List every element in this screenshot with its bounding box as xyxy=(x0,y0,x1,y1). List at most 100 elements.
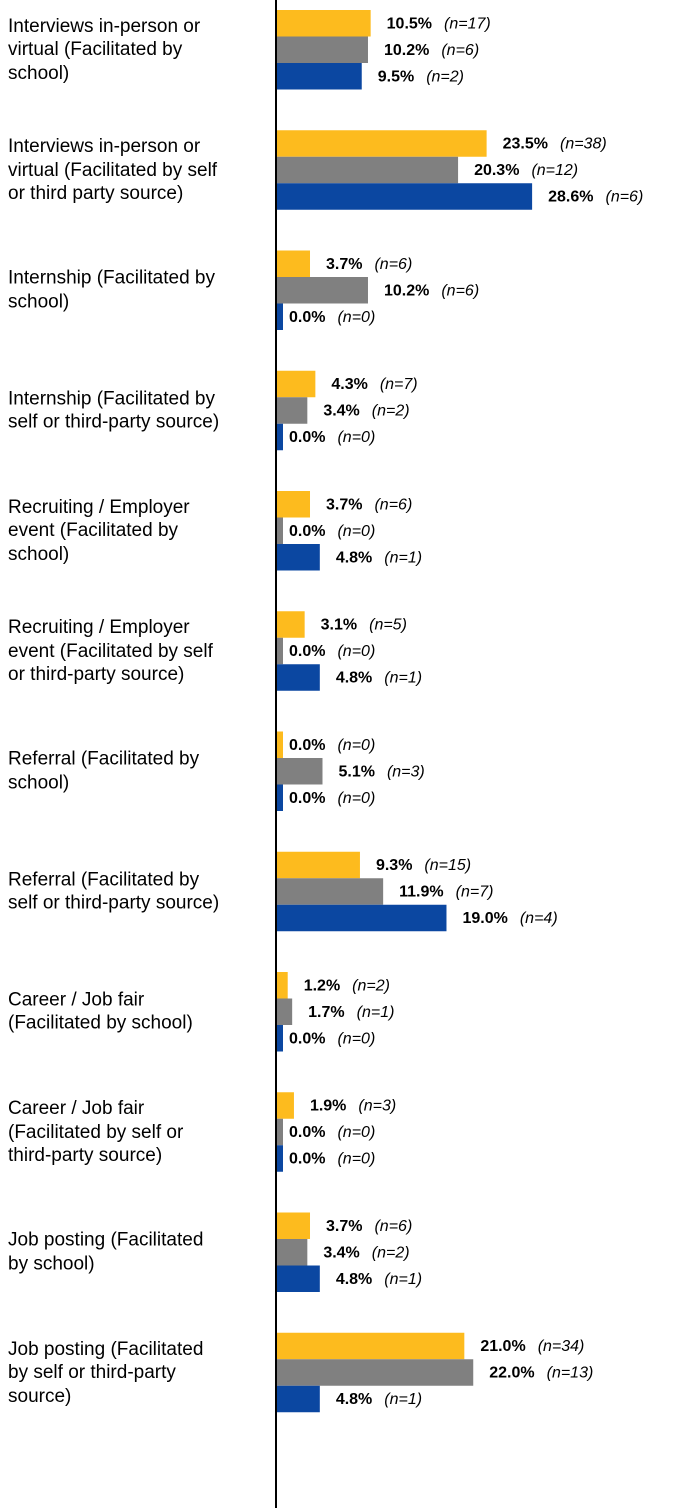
data-label-n: (n=2) xyxy=(372,1244,410,1261)
bar xyxy=(277,130,487,157)
bars-layer xyxy=(277,10,533,1413)
bar xyxy=(277,517,283,544)
data-label-n: (n=3) xyxy=(358,1098,396,1115)
bar xyxy=(277,63,362,90)
data-label-n: (n=0) xyxy=(337,790,375,807)
bar xyxy=(277,851,360,879)
data-label-percent: 1.2% xyxy=(304,977,340,994)
category-label: Interviews in-person or virtual (Facilit… xyxy=(8,15,201,84)
data-label-percent: 11.9% xyxy=(399,884,443,901)
data-label-n: (n=0) xyxy=(337,429,375,446)
data-label-n: (n=1) xyxy=(384,549,422,566)
data-label-n: (n=0) xyxy=(337,643,375,660)
category-label: Recruiting / Employer event (Facilitated… xyxy=(8,616,213,685)
data-label-percent: 4.8% xyxy=(336,1391,372,1408)
data-label-percent: 3.4% xyxy=(323,1244,359,1261)
bar xyxy=(277,397,308,424)
data-label-percent: 21.0% xyxy=(480,1338,525,1355)
data-label-percent: 5.1% xyxy=(338,763,374,780)
data-label-percent: 3.7% xyxy=(326,256,362,273)
bar xyxy=(277,904,447,932)
category-label: Job posting (Facilitated by self or thir… xyxy=(8,1338,204,1407)
category-label: Career / Job fair (Facilitated by school… xyxy=(8,989,193,1034)
data-label-n: (n=3) xyxy=(387,763,425,780)
data-label-n: (n=0) xyxy=(337,1124,375,1141)
bar xyxy=(277,731,283,758)
data-label-percent: 0.0% xyxy=(289,1151,325,1168)
data-label-n: (n=5) xyxy=(369,617,407,634)
bar xyxy=(277,1212,311,1239)
data-label-n: (n=7) xyxy=(456,884,494,901)
data-label-percent: 10.5% xyxy=(387,15,432,32)
data-label-n: (n=0) xyxy=(337,309,375,326)
data-label-percent: 1.7% xyxy=(308,1004,344,1021)
bar xyxy=(277,1239,308,1266)
bar xyxy=(277,1332,465,1360)
bar xyxy=(277,250,311,277)
data-label-n: (n=6) xyxy=(374,496,412,513)
data-label-percent: 23.5% xyxy=(503,136,548,153)
data-label-percent: 3.7% xyxy=(326,1218,362,1235)
bar xyxy=(277,1118,283,1146)
category-label: Job posting (Facilitated by school) xyxy=(8,1229,204,1275)
data-label-n: (n=0) xyxy=(337,1151,375,1168)
data-label-n: (n=0) xyxy=(337,1030,375,1047)
data-label-percent: 9.5% xyxy=(378,68,414,85)
data-label-n: (n=0) xyxy=(337,523,375,540)
category-label: Recruiting / Employer event (Facilitated… xyxy=(8,496,190,565)
data-label-n: (n=1) xyxy=(384,670,422,687)
data-label-n: (n=17) xyxy=(444,15,491,32)
category-label: Interviews in-person or virtual (Facilit… xyxy=(8,135,218,204)
data-label-n: (n=2) xyxy=(352,977,390,994)
data-label-n: (n=0) xyxy=(337,737,375,754)
data-label-percent: 3.1% xyxy=(321,617,357,634)
data-label-n: (n=1) xyxy=(384,1271,422,1288)
data-label-percent: 3.4% xyxy=(323,403,359,420)
data-label-n: (n=6) xyxy=(441,42,479,59)
bar xyxy=(277,784,283,811)
bar xyxy=(277,423,283,451)
data-label-percent: 0.0% xyxy=(289,1030,325,1047)
data-label-percent: 0.0% xyxy=(289,523,325,540)
bar xyxy=(277,758,323,785)
bar xyxy=(277,1025,283,1052)
bar xyxy=(277,1145,283,1172)
data-label-percent: 10.2% xyxy=(384,42,429,59)
bar xyxy=(277,544,320,571)
category-label: Referral (Facilitated by self or third-p… xyxy=(8,869,220,914)
data-label-n: (n=7) xyxy=(380,376,418,393)
value-labels-layer: 10.5% (n=17) 10.2% (n=6) 9.5% (n=2) 23.5% (n=38… xyxy=(289,15,643,1408)
data-label-percent: 1.9% xyxy=(310,1098,346,1115)
data-label-percent: 4.8% xyxy=(336,1271,372,1288)
bar xyxy=(277,491,311,518)
data-label-n: (n=2) xyxy=(426,68,464,85)
bar xyxy=(277,1359,474,1386)
data-label-n: (n=15) xyxy=(424,857,471,874)
data-label-percent: 9.3% xyxy=(376,857,412,874)
data-label-n: (n=6) xyxy=(441,282,479,299)
data-label-percent: 3.7% xyxy=(326,496,362,513)
data-label-percent: 19.0% xyxy=(462,910,507,927)
data-label-percent: 4.8% xyxy=(336,549,372,566)
bar xyxy=(277,1092,294,1119)
data-label-percent: 10.2% xyxy=(384,282,429,299)
bar xyxy=(277,878,384,905)
bar xyxy=(277,183,533,210)
bar xyxy=(277,1385,320,1413)
bar xyxy=(277,303,283,330)
data-label-percent: 0.0% xyxy=(289,429,325,446)
bar xyxy=(277,1265,320,1292)
data-label-n: (n=6) xyxy=(374,1218,412,1235)
data-label-n: (n=13) xyxy=(547,1365,594,1382)
bar xyxy=(277,370,316,398)
data-label-percent: 28.6% xyxy=(548,189,593,206)
data-label-percent: 22.0% xyxy=(489,1365,534,1382)
data-label-percent: 0.0% xyxy=(289,737,325,754)
category-label: Internship (Facilitated by self or third… xyxy=(8,388,220,433)
bar xyxy=(277,664,320,691)
data-label-percent: 0.0% xyxy=(289,1124,325,1141)
bar xyxy=(277,972,288,999)
data-label-percent: 4.3% xyxy=(331,376,367,393)
